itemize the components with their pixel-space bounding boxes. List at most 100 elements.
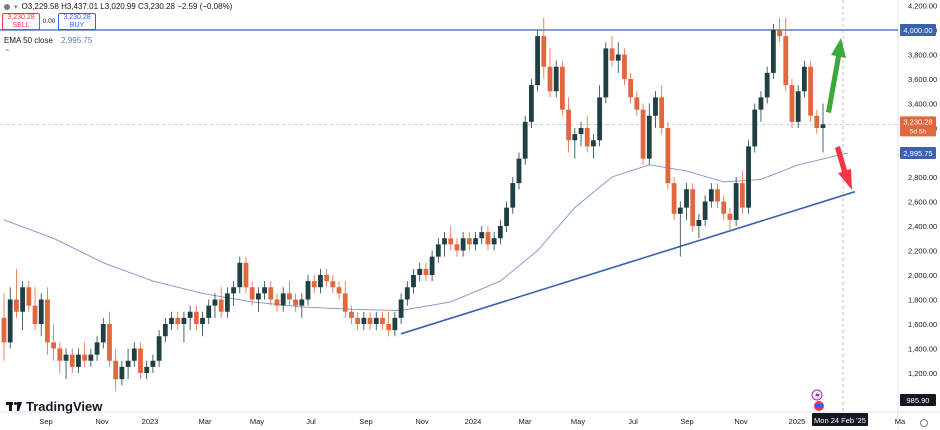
ohlc-readout: O3,229.58 H3,437.01 L3,020.99 C3,230.28 … <box>21 2 233 11</box>
candle-body <box>622 54 627 79</box>
candle-body <box>814 115 820 128</box>
logo-text: TradingView <box>26 399 103 414</box>
y-tick-label: 4,200.00 <box>908 2 937 11</box>
candle-body <box>653 97 658 116</box>
candle-body <box>454 244 460 251</box>
crosshair-date-bg <box>812 413 868 426</box>
candle-body <box>746 146 751 208</box>
current-price-label-bg <box>900 116 936 137</box>
chevron-down-icon[interactable]: ▾ <box>14 3 18 11</box>
candle-body <box>131 348 137 361</box>
candle-body <box>572 134 578 141</box>
countdown-label: 5d 5h <box>910 128 927 135</box>
candle-body <box>212 299 218 306</box>
candle-body <box>721 201 727 214</box>
sell-price: 3,230.28 <box>7 14 35 21</box>
ema-legend-value: 2,995.75 <box>61 36 93 45</box>
collapse-legend-icon[interactable]: ⌃ <box>4 48 11 57</box>
candle-body <box>820 124 826 128</box>
candle-body <box>231 287 236 294</box>
candle-body <box>516 158 522 184</box>
candle-body <box>429 256 435 275</box>
candle-body <box>45 299 50 343</box>
lightning-glyph-icon <box>815 391 820 400</box>
candle-body <box>715 189 720 202</box>
candle-body <box>318 275 323 288</box>
candle-body <box>342 293 348 312</box>
candle-body <box>783 36 789 86</box>
candle-body <box>404 287 410 300</box>
buy-button[interactable]: 3,230.28 BUY <box>58 13 96 30</box>
candle-body <box>541 36 547 67</box>
candle-body <box>448 238 454 245</box>
x-tick-label: 2023 <box>142 417 159 426</box>
candle-body <box>324 275 330 282</box>
candle-body <box>293 299 299 306</box>
candle-body <box>169 317 174 324</box>
candle-body <box>57 348 63 361</box>
candle-body <box>206 305 212 318</box>
candle-body <box>107 324 112 361</box>
candle-body <box>349 311 354 318</box>
candle-body <box>634 97 640 110</box>
sell-button[interactable]: 3,230.28 SELL <box>2 13 40 30</box>
candle-body <box>435 244 441 257</box>
y-tick-label: 2,600.00 <box>908 198 937 207</box>
candle-body <box>615 54 621 61</box>
candle-body <box>690 189 696 226</box>
candle-body <box>528 85 534 122</box>
y-tick-label: 2,200.00 <box>908 247 937 256</box>
candle-body <box>671 183 677 214</box>
candle-body <box>26 287 32 306</box>
y-tick-label: 1,600.00 <box>908 320 937 329</box>
x-tick-label: Ma <box>895 417 906 426</box>
candle-body <box>200 317 205 324</box>
y-tick-label: 3,600.00 <box>908 75 937 84</box>
chart-header: ▾ O3,229.58 H3,437.01 L3,020.99 C3,230.2… <box>4 2 232 11</box>
y-tick-label: 3,800.00 <box>908 51 937 60</box>
tradingview-mark-icon <box>6 402 22 411</box>
candle-body <box>355 317 361 324</box>
x-tick-label: May <box>571 417 585 426</box>
trade-panel: 3,230.28 SELL 0.00 3,230.28 BUY <box>2 13 96 30</box>
candle-body <box>392 317 398 331</box>
candle-body <box>646 115 652 159</box>
candle-body <box>181 317 187 324</box>
ema-legend[interactable]: EMA 50 close 2,995.75 <box>4 36 92 45</box>
candle-body <box>628 79 634 98</box>
x-tick-label: 2024 <box>465 417 482 426</box>
y-tick-label: 2,800.00 <box>908 173 937 182</box>
candle-body <box>423 268 429 275</box>
candle-body <box>1 317 7 343</box>
candle-body <box>32 305 38 324</box>
y-tick-label: 2,000.00 <box>908 271 937 280</box>
candle-body <box>801 66 807 92</box>
current-price-label: 3,230.28 <box>903 117 932 126</box>
share-icon[interactable] <box>4 3 10 10</box>
candle-body <box>144 366 150 373</box>
candle-body <box>708 189 714 202</box>
candle-body <box>311 281 317 288</box>
candle-body <box>150 360 156 367</box>
ema-price-label-bg <box>900 147 936 160</box>
candle-body <box>373 317 379 324</box>
candle-body <box>510 183 516 208</box>
sell-label: SELL <box>12 22 30 29</box>
flag-stripe-icon <box>815 404 823 408</box>
candle-body <box>243 262 249 288</box>
candle-body <box>380 317 385 324</box>
candle-body <box>274 299 280 306</box>
candle-body <box>473 238 478 245</box>
candle-body <box>224 293 230 312</box>
candle-body <box>162 324 168 337</box>
candle-body <box>237 262 243 288</box>
x-tick-label: Nov <box>95 417 109 426</box>
candle-body <box>299 299 305 306</box>
x-tick-label: Sep <box>359 417 372 426</box>
candle-body <box>770 30 776 73</box>
candle-body <box>94 342 100 355</box>
candle-body <box>764 72 770 98</box>
y-tick-label: 2,400.00 <box>908 222 937 231</box>
candle-body <box>566 109 572 141</box>
